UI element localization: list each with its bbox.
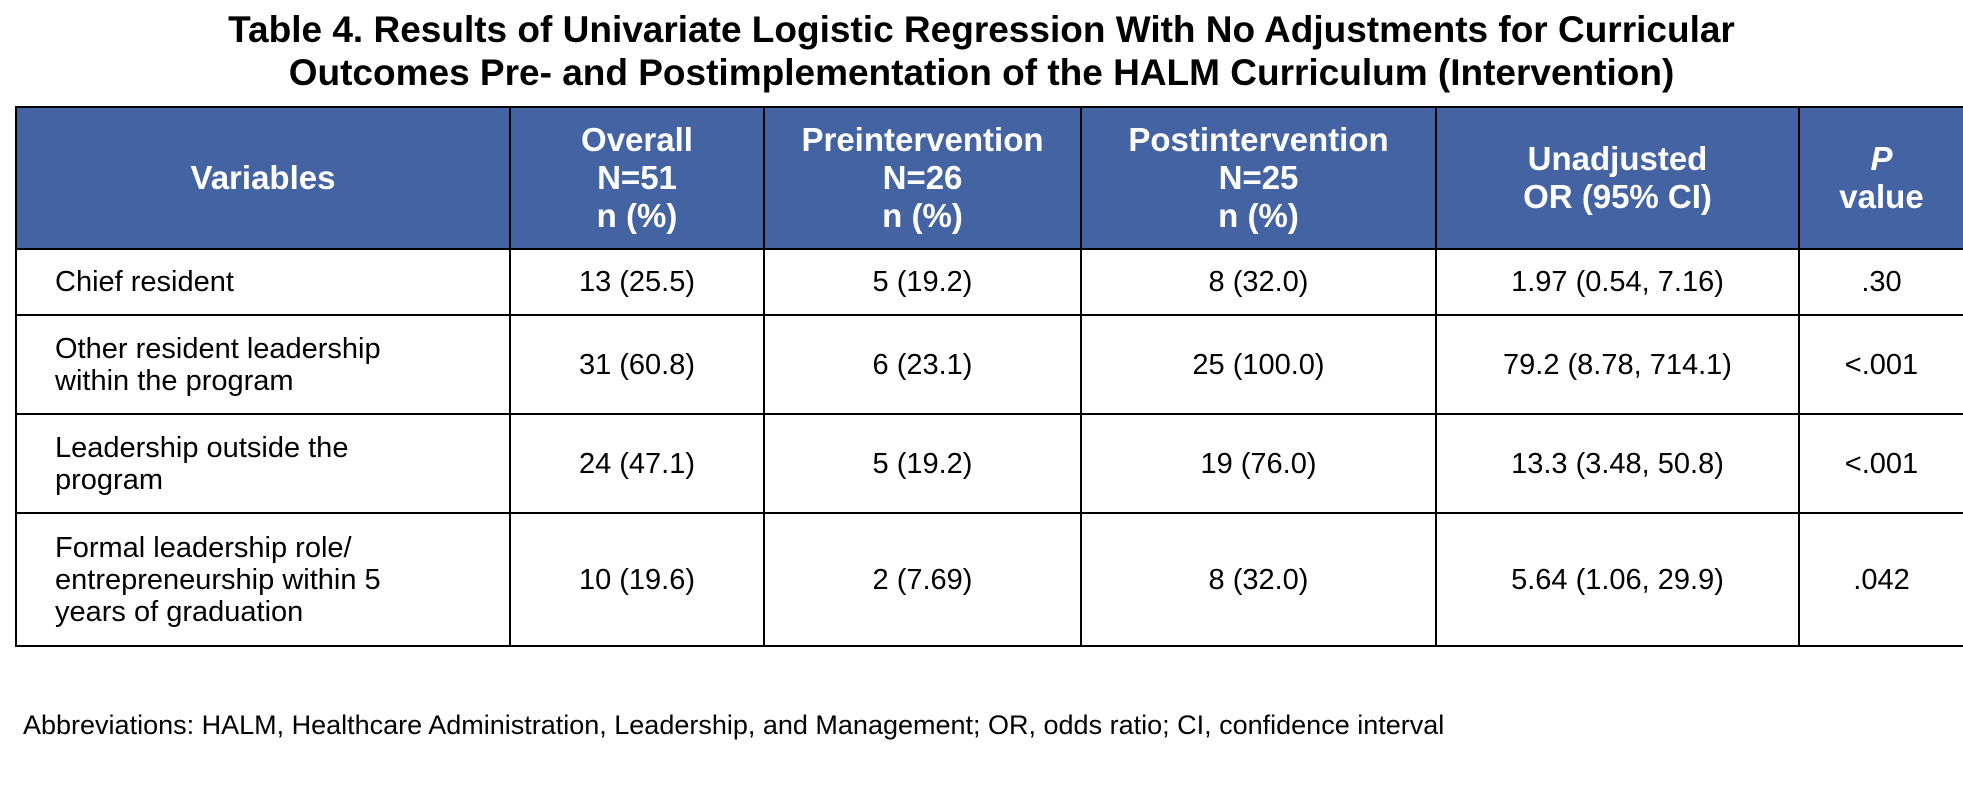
table-title: Table 4. Results of Univariate Logistic … (0, 8, 1963, 94)
header-p-value: P value (1798, 106, 1963, 250)
header-overall-n: N=51 (597, 159, 677, 196)
header-or-line-2: OR (95% CI) (1523, 178, 1712, 215)
header-preintervention: Preintervention N=26 n (%) (763, 106, 1082, 250)
table-row: Formal leadership role/ entrepreneurship… (15, 512, 1963, 647)
cell-unadjusted-or: 79.2 (8.78, 714.1) (1435, 314, 1800, 415)
header-overall: Overall N=51 n (%) (509, 106, 765, 250)
table-row: Other resident leadership within the pro… (15, 314, 1963, 415)
cell-postintervention: 8 (32.0) (1080, 512, 1437, 647)
cell-postintervention: 8 (32.0) (1080, 248, 1437, 316)
table-title-line-2: Outcomes Pre- and Postimplementation of … (288, 52, 1675, 93)
header-variables: Variables (15, 106, 511, 250)
header-post-unit: n (%) (1218, 197, 1299, 234)
header-p-word: value (1839, 178, 1924, 215)
header-overall-unit: n (%) (596, 197, 678, 234)
header-unadjusted-or: Unadjusted OR (95% CI) (1435, 106, 1800, 250)
header-pre-n: N=26 (882, 159, 963, 196)
table-row: Chief resident 13 (25.5) 5 (19.2) 8 (32.… (15, 248, 1963, 316)
cell-p-value: .042 (1798, 512, 1963, 647)
table-title-line-1: Table 4. Results of Univariate Logistic … (228, 9, 1735, 50)
row-variable: Leadership outside the program (15, 413, 511, 514)
cell-unadjusted-or: 1.97 (0.54, 7.16) (1435, 248, 1800, 316)
table-row: Leadership outside the program 24 (47.1)… (15, 413, 1963, 514)
cell-postintervention: 25 (100.0) (1080, 314, 1437, 415)
row-variable: Chief resident (15, 248, 511, 316)
table-header-row: Variables Overall N=51 n (%) Preinterven… (15, 106, 1963, 250)
header-overall-label: Overall (581, 121, 693, 158)
results-table: Variables Overall N=51 n (%) Preinterven… (15, 106, 1963, 647)
row-variable: Formal leadership role/ entrepreneurship… (15, 512, 511, 647)
cell-preintervention: 2 (7.69) (763, 512, 1082, 647)
cell-overall: 24 (47.1) (509, 413, 765, 514)
cell-unadjusted-or: 5.64 (1.06, 29.9) (1435, 512, 1800, 647)
cell-p-value: <.001 (1798, 413, 1963, 514)
row-variable: Other resident leadership within the pro… (15, 314, 511, 415)
header-or-line-1: Unadjusted (1527, 140, 1708, 177)
cell-preintervention: 5 (19.2) (763, 413, 1082, 514)
header-post-label: Postintervention (1128, 121, 1389, 158)
abbreviations-footnote: Abbreviations: HALM, Healthcare Administ… (23, 710, 1445, 740)
header-pre-unit: n (%) (882, 197, 963, 234)
cell-overall: 31 (60.8) (509, 314, 765, 415)
cell-preintervention: 5 (19.2) (763, 248, 1082, 316)
header-p-symbol: P (1870, 140, 1893, 177)
cell-overall: 13 (25.5) (509, 248, 765, 316)
cell-overall: 10 (19.6) (509, 512, 765, 647)
cell-unadjusted-or: 13.3 (3.48, 50.8) (1435, 413, 1800, 514)
header-post-n: N=25 (1218, 159, 1299, 196)
header-postintervention: Postintervention N=25 n (%) (1080, 106, 1437, 250)
cell-postintervention: 19 (76.0) (1080, 413, 1437, 514)
header-pre-label: Preintervention (801, 121, 1044, 158)
cell-p-value: <.001 (1798, 314, 1963, 415)
cell-preintervention: 6 (23.1) (763, 314, 1082, 415)
cell-p-value: .30 (1798, 248, 1963, 316)
